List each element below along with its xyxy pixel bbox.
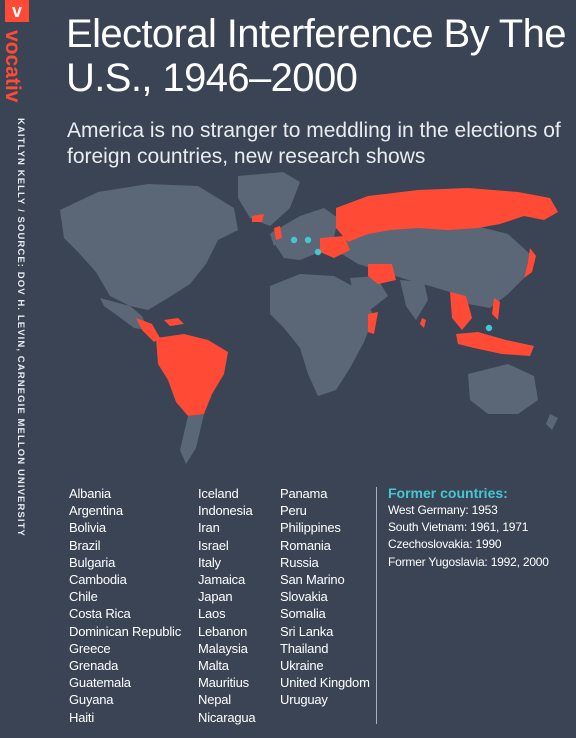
country-item: Peru [280, 503, 307, 519]
country-item: Argentina [69, 503, 123, 519]
brand-name: vocativ [1, 30, 24, 103]
highlight-iceland [252, 214, 264, 222]
country-item: Thailand [280, 640, 329, 656]
country-item: Cambodia [69, 572, 127, 588]
country-item: Greece [69, 640, 111, 656]
highlight-uk [274, 226, 282, 240]
country-item: Guyana [69, 692, 114, 708]
country-item: Ukraine [280, 658, 324, 674]
country-item: Brazil [69, 537, 101, 553]
land-australia [468, 364, 538, 414]
land-mexico [100, 298, 148, 330]
country-item: Nicaragua [198, 709, 256, 725]
column-divider [376, 487, 377, 724]
marker-czechoslovakia [304, 236, 312, 244]
land-masses [60, 172, 558, 464]
former-country-item: South Vietnam: 1961, 1971 [388, 520, 529, 535]
country-list-col-1: Albania Argentina Bolivia Brazil Bulgari… [69, 485, 181, 726]
page-subtitle: America is no stranger to meddling in th… [67, 119, 561, 168]
highlight-southeast-asia [450, 292, 472, 330]
land-new-zealand [546, 414, 558, 430]
country-item: Panama [280, 486, 328, 501]
country-item: Jamaica [198, 572, 246, 588]
credit-line: KAITLYN KELLY / SOURCE: DOV H. LEVIN, CA… [15, 118, 26, 537]
world-map [60, 172, 558, 464]
country-item: Bulgaria [69, 554, 116, 570]
highlight-sri-lanka [420, 318, 426, 328]
country-item: Italy [198, 554, 221, 570]
country-list-col-3: Panama Peru Philippines Romania Russia S… [280, 485, 370, 709]
country-item: Nepal [198, 692, 231, 708]
highlight-caribbean [164, 318, 184, 326]
former-country-item: West Germany: 1953 [388, 503, 498, 517]
country-item: Uruguay [280, 692, 328, 708]
country-item: Guatemala [69, 675, 131, 691]
country-item: Albania [69, 486, 111, 501]
highlight-russia [336, 188, 558, 242]
country-item: Haiti [69, 709, 95, 725]
country-item: Iceland [198, 486, 239, 501]
country-item: Philippines [280, 520, 341, 536]
former-country-item: Former Yugoslavia: 1992, 2000 [388, 554, 549, 569]
country-item: Japan [198, 589, 233, 605]
country-item: Lebanon [198, 623, 248, 639]
country-item: Laos [198, 606, 226, 622]
land-north-america [60, 184, 238, 310]
country-item: Costa Rica [69, 606, 131, 622]
land-south-america-south [180, 414, 204, 464]
highlight-central-america [136, 318, 160, 342]
country-item: Indonesia [198, 503, 253, 519]
country-item: Malta [198, 658, 229, 674]
country-item: Malaysia [198, 640, 248, 656]
land-africa [270, 274, 374, 396]
former-country-markers [290, 236, 493, 332]
highlight-indonesia [456, 332, 534, 356]
country-item: Sri Lanka [280, 623, 334, 639]
country-item: Bolivia [69, 520, 106, 536]
country-item: Grenada [69, 658, 119, 674]
country-item: San Marino [280, 572, 345, 588]
country-item: Russia [280, 554, 319, 570]
country-item: Mauritius [198, 675, 249, 691]
highlight-eastern-europe [320, 236, 350, 258]
land-india [400, 280, 428, 320]
country-item: Chile [69, 589, 98, 605]
country-item: Slovakia [280, 589, 328, 605]
country-list-col-2: Iceland Indonesia Iran Israel Italy Jama… [198, 485, 256, 726]
former-countries-list: West Germany: 1953 South Vietnam: 1961, … [388, 502, 549, 571]
marker-yugoslavia [314, 248, 322, 256]
country-item: Iran [198, 520, 220, 536]
country-item: Somalia [280, 606, 326, 622]
interference-countries [136, 188, 558, 416]
former-country-item: Czechoslovakia: 1990 [388, 537, 502, 552]
marker-west-germany [290, 236, 298, 244]
highlight-japan [524, 248, 536, 278]
vocativ-logo-icon: v [5, 0, 29, 22]
land-asia [338, 222, 530, 308]
country-item: Israel [198, 537, 229, 553]
highlight-somalia [368, 312, 378, 334]
country-item: Romania [280, 537, 331, 553]
country-item: United Kingdom [280, 675, 370, 691]
highlight-iran [368, 264, 396, 284]
highlight-south-america [156, 334, 228, 416]
marker-south-vietnam [485, 324, 493, 332]
page-title: Electoral Interference By The U.S., 1946… [66, 12, 567, 100]
highlight-philippines [492, 298, 500, 320]
land-greenland [238, 172, 300, 226]
country-item: Dominican Republic [69, 623, 182, 639]
land-arabia [350, 276, 388, 310]
sidebar: v vocativ KAITLYN KELLY / SOURCE: DOV H.… [0, 0, 38, 738]
former-countries-heading: Former countries: [388, 485, 508, 501]
